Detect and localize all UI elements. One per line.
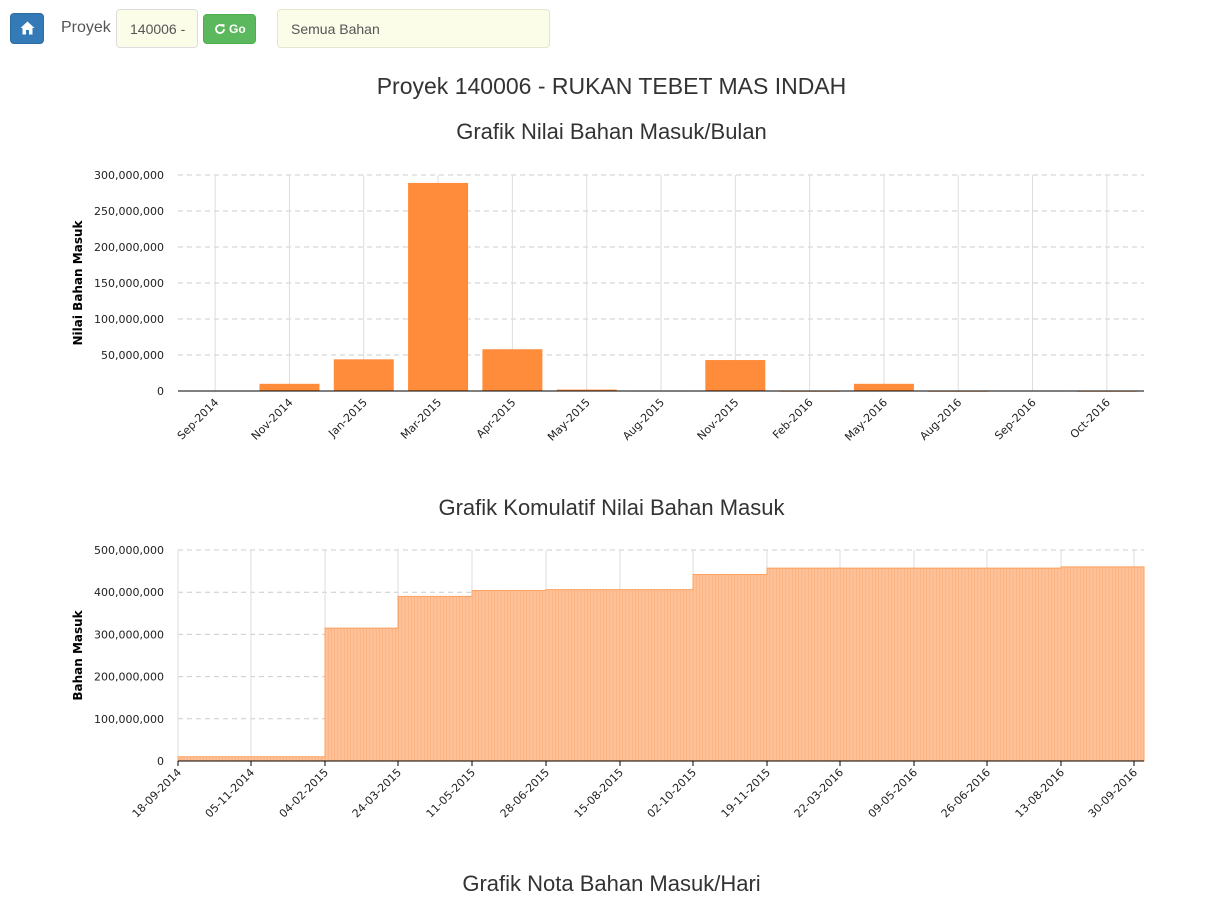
x-tick-label: 02-10-2015 xyxy=(645,766,699,820)
x-tick-label: Jan-2015 xyxy=(325,396,369,440)
home-button[interactable] xyxy=(10,13,44,44)
y-tick-label: 300,000,000 xyxy=(94,628,164,641)
x-tick-label: 09-05-2016 xyxy=(866,766,920,820)
x-tick-label: Oct-2016 xyxy=(1068,396,1113,441)
proyek-select[interactable]: 140006 - xyxy=(116,9,198,48)
y-tick-label: 0 xyxy=(157,755,164,768)
x-tick-label: 26-06-2016 xyxy=(939,766,993,820)
y-tick-label: 400,000,000 xyxy=(94,586,164,599)
go-button[interactable]: Go xyxy=(203,14,256,44)
monthly-chart-title: Grafik Nilai Bahan Masuk/Bulan xyxy=(456,119,767,144)
y-tick-label: 150,000,000 xyxy=(94,277,164,290)
y-tick-label: 500,000,000 xyxy=(94,544,164,557)
x-tick-label: Nov-2014 xyxy=(249,396,296,443)
bar xyxy=(482,349,543,391)
y-tick-label: 200,000,000 xyxy=(94,241,164,254)
x-tick-label: 22-03-2016 xyxy=(792,766,846,820)
monthly-bar-chart: 0 50,000,000 100,000,000 150,000,000 200,000… xyxy=(71,169,1144,444)
x-tick-label: Sep-2016 xyxy=(992,396,1038,442)
y-tick-label: 200,000,000 xyxy=(94,671,164,684)
bar xyxy=(333,359,394,391)
toolbar: Proyek 140006 - Go Semua Bahan xyxy=(0,0,1223,56)
x-tick-label: Feb-2016 xyxy=(770,396,816,442)
cumulative-chart-title: Grafik Komulatif Nilai Bahan Masuk xyxy=(438,495,785,520)
y-tick-label: 100,000,000 xyxy=(94,713,164,726)
y-tick-label: 250,000,000 xyxy=(94,205,164,218)
x-tick-label: 18-09-2014 xyxy=(130,766,184,820)
y-tick-label: 0 xyxy=(157,385,164,398)
bar xyxy=(408,182,469,391)
x-tick-label: 15-08-2015 xyxy=(572,766,626,820)
cumulative-area-chart: 0 100,000,000 200,000,000 300,000,000 400,00… xyxy=(71,544,1145,820)
x-tick-label: Nov-2015 xyxy=(695,396,742,443)
daily-chart-title: Grafik Nota Bahan Masuk/Hari xyxy=(462,871,761,896)
x-tick-label: 13-08-2016 xyxy=(1013,766,1067,820)
bar xyxy=(705,360,766,391)
go-label: Go xyxy=(229,22,246,36)
home-icon xyxy=(20,21,35,35)
bar xyxy=(556,389,617,391)
y-tick-label: 50,000,000 xyxy=(101,349,164,362)
x-tick-label: 19-11-2015 xyxy=(719,766,773,820)
x-tick-label: May-2015 xyxy=(545,396,593,444)
x-tick-label: 05-11-2014 xyxy=(203,766,257,820)
refresh-icon xyxy=(215,24,225,34)
x-tick-label: Aug-2016 xyxy=(917,396,964,443)
proyek-label: Proyek xyxy=(61,19,111,36)
y-tick-label: 300,000,000 xyxy=(94,169,164,182)
x-tick-label: Apr-2015 xyxy=(474,396,519,441)
x-tick-label: 11-05-2015 xyxy=(424,766,478,820)
x-tick-label: May-2016 xyxy=(842,396,890,444)
x-tick-label: 04-02-2015 xyxy=(277,766,331,820)
x-tick-label: 30-09-2016 xyxy=(1086,766,1140,820)
x-tick-label: 24-03-2015 xyxy=(350,766,404,820)
bar xyxy=(853,383,914,391)
x-tick-label: Mar-2015 xyxy=(398,396,444,442)
x-tick-label: 28-06-2015 xyxy=(498,766,552,820)
bar xyxy=(259,383,320,391)
y-axis-label: Nilai Bahan Masuk xyxy=(71,219,85,345)
y-tick-label: 100,000,000 xyxy=(94,313,164,326)
page-title: Proyek 140006 - RUKAN TEBET MAS INDAH xyxy=(376,73,847,99)
x-tick-label: Sep-2014 xyxy=(175,396,221,442)
y-axis-label: Bahan Masuk xyxy=(71,609,85,700)
bahan-select[interactable]: Semua Bahan xyxy=(277,9,550,48)
x-tick-label: Aug-2015 xyxy=(620,396,667,443)
